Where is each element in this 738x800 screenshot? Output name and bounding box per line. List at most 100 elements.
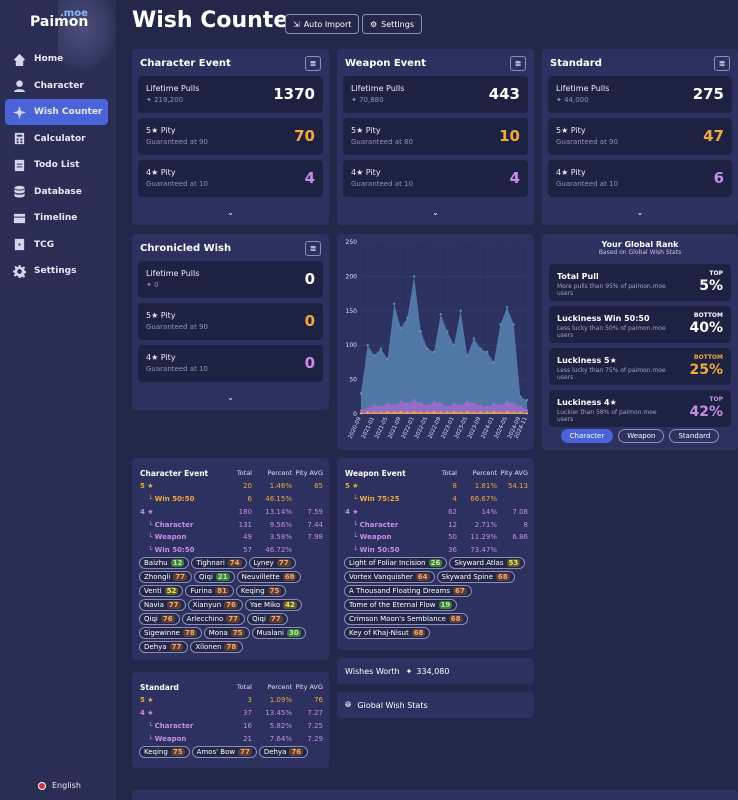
- table-header: Standard Total Percent Pity AVG: [140, 681, 323, 694]
- row-label: └ Win 50:50: [148, 546, 195, 555]
- series-point: [419, 402, 422, 405]
- series-point: [412, 399, 416, 402]
- chip-pity: 75: [170, 748, 185, 756]
- table-row: └ Win 50:50 6 46.15%: [140, 493, 292, 506]
- global-wish-stats-link[interactable]: 🌐︎ Global Wish Stats: [337, 692, 534, 718]
- chevron-down-icon[interactable]: ⌄: [636, 208, 644, 217]
- pull-chip: Vortex Vanquisher 64: [344, 571, 435, 583]
- sidebar-item-label: Timeline: [34, 213, 78, 223]
- series-point: [373, 411, 376, 414]
- four-star-pity-value: 0: [304, 354, 315, 372]
- settings-button[interactable]: ⚙ Settings: [362, 14, 422, 34]
- row-total: 16: [243, 721, 252, 730]
- pull-chip: Dehya 77: [139, 641, 189, 653]
- chip-name: Skyward Atlas: [454, 559, 504, 567]
- paimon-avatar-art: [58, 0, 116, 70]
- auto-import-button[interactable]: ⇲ Auto Import: [285, 14, 360, 34]
- four-star-pity-card: 4★ Pity Guaranteed at 10 6: [548, 160, 732, 197]
- pull-chip: Qiqi 76: [139, 613, 180, 625]
- sidebar-item-todo-list[interactable]: Todo List: [5, 152, 108, 178]
- sidebar-item-label: Home: [34, 54, 64, 64]
- five-star-guarantee: Guaranteed at 90: [556, 138, 618, 146]
- series-point: [452, 344, 456, 347]
- chip-pity: 68: [411, 629, 426, 637]
- chevron-down-icon[interactable]: ⌄: [432, 208, 439, 217]
- rank-tab-weapon[interactable]: Weapon: [618, 429, 665, 443]
- standard-table: Standard Total Percent Pity AVG 5 ★ 3 1.…: [140, 681, 323, 745]
- row-pity: 7.98: [307, 533, 323, 542]
- sidebar-item-character[interactable]: Character: [5, 73, 108, 99]
- y-tick-label: 200: [346, 273, 358, 280]
- five-star-pity-card: 5★ Pity Guaranteed at 90 47: [548, 118, 732, 155]
- list-menu-button[interactable]: ≣: [305, 56, 321, 71]
- chip-pity: 19: [438, 601, 453, 609]
- sidebar-item-timeline[interactable]: Timeline: [5, 205, 108, 231]
- series-point: [399, 326, 403, 330]
- chip-pity: 75: [267, 587, 282, 595]
- lifetime-pulls-label: Lifetime Pulls: [351, 84, 405, 93]
- series-point: [412, 275, 416, 278]
- series-point: [432, 400, 436, 403]
- series-point: [406, 316, 409, 319]
- pull-chip: Furina 81: [185, 585, 234, 597]
- settings-label: Settings: [381, 19, 414, 29]
- series-point: [379, 405, 383, 409]
- row-pity: 7.59: [307, 507, 323, 516]
- primogems-value: 219,200: [154, 96, 184, 104]
- series-point: [499, 323, 502, 326]
- list-icon: ≣: [309, 59, 317, 68]
- list-icon: ≣: [718, 59, 726, 68]
- list-menu-button[interactable]: ≣: [510, 56, 526, 71]
- row-total: 12: [448, 520, 457, 529]
- chip-pity: 42: [283, 601, 297, 609]
- language-selector[interactable]: English: [38, 781, 81, 790]
- table-row: 4 ★ 62 14% 7.08: [345, 505, 528, 518]
- row-pity: 65: [314, 482, 323, 491]
- lifetime-pulls-value: 275: [692, 85, 724, 103]
- series-point: [459, 309, 462, 312]
- primogems-spent: ✦ 44,000: [556, 96, 589, 104]
- sidebar-item-tcg[interactable]: TCG: [5, 232, 108, 258]
- series-point: [446, 411, 449, 414]
- chip-name: Light of Foliar Incision: [349, 559, 426, 567]
- series-point: [359, 409, 363, 412]
- sidebar-item-wish-counter[interactable]: Wish Counter: [5, 99, 108, 125]
- series-point: [393, 411, 396, 414]
- chevron-down-icon[interactable]: ⌄: [227, 393, 234, 402]
- global-wish-stats-label: Global Wish Stats: [357, 700, 428, 710]
- chevron-down-icon[interactable]: ⌄: [227, 208, 234, 217]
- chip-pity: 76: [224, 601, 238, 609]
- rank-tab-standard[interactable]: Standard: [669, 429, 720, 443]
- row-pity: 7.27: [307, 708, 323, 717]
- series-point: [426, 347, 429, 350]
- pull-chip: Qiqi 77: [247, 613, 288, 625]
- five-star-pity-label: 5★ Pity: [146, 311, 176, 320]
- five-star-pity-value: 10: [499, 127, 520, 145]
- pull-chip: Dehya 76: [258, 746, 309, 758]
- five-star-guarantee: Guaranteed at 90: [146, 138, 208, 146]
- logo[interactable]: .moe Paimon: [30, 8, 100, 36]
- sidebar-item-home[interactable]: Home: [5, 46, 108, 72]
- sidebar-item-settings[interactable]: Settings: [5, 258, 108, 284]
- primogems-spent: ✦ 70,880: [351, 96, 384, 104]
- row-percent: 5.82%: [269, 721, 292, 730]
- rank-title: Your Global Rank: [601, 240, 679, 249]
- pull-chip: Mualani 30: [251, 627, 306, 639]
- sidebar-item-database[interactable]: Database: [5, 179, 108, 205]
- list-menu-button[interactable]: ≣: [305, 241, 321, 256]
- pull-chip: Arlecchino 77: [181, 613, 246, 625]
- row-label: └ Win 50:50: [353, 546, 400, 555]
- card-icon: [12, 238, 26, 252]
- four-star-pity-label: 4★ Pity: [556, 168, 586, 177]
- pull-chip: Xilonen 78: [190, 641, 244, 653]
- chip-name: Xilonen: [195, 643, 222, 651]
- rank-tab-character[interactable]: Character: [560, 429, 614, 443]
- lifetime-pulls-label: Lifetime Pulls: [146, 84, 200, 93]
- rank-description: Luckier than 58% of paimon.moe users: [557, 409, 657, 423]
- page-title: Wish Counter: [132, 8, 300, 33]
- list-menu-button[interactable]: ≣: [714, 56, 730, 71]
- table-row: 5 ★ 20 1.46% 65: [140, 480, 323, 493]
- row-total: 3: [247, 696, 252, 705]
- sidebar-item-calculator[interactable]: Calculator: [5, 126, 108, 152]
- series-point: [406, 402, 409, 405]
